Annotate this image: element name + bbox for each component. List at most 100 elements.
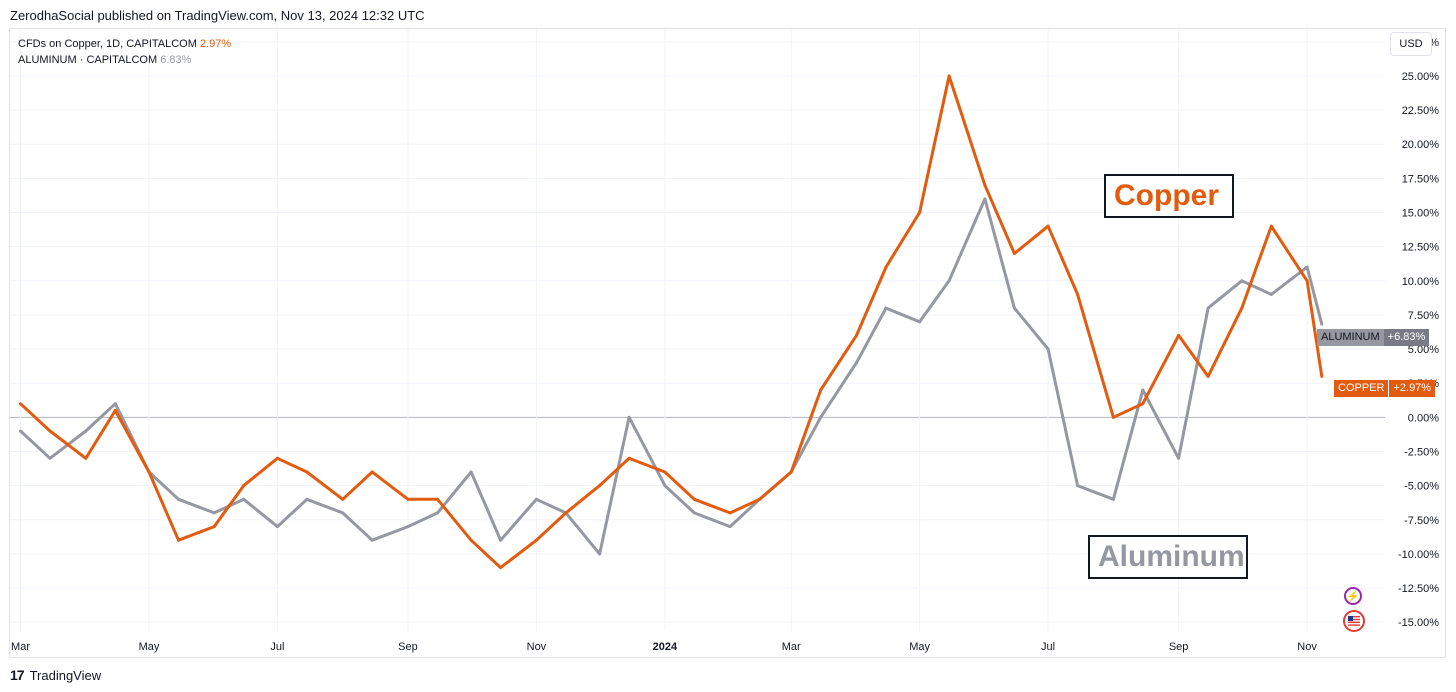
data-point-copper xyxy=(305,470,309,474)
data-point-copper xyxy=(884,265,888,269)
data-point-aluminum xyxy=(627,415,631,419)
data-point-aluminum xyxy=(176,497,180,501)
x-tick-label: 2024 xyxy=(653,641,678,653)
legend-copper-label: CFDs on Copper, 1D, CAPITALCOM xyxy=(18,38,197,50)
x-tick-label: Nov xyxy=(1297,641,1317,653)
footer-brand[interactable]: TradingView xyxy=(29,667,102,683)
data-point-copper xyxy=(1240,306,1244,310)
data-point-aluminum xyxy=(19,429,23,433)
data-point-aluminum xyxy=(370,538,374,542)
y-tick-label: 20.00% xyxy=(1402,139,1440,151)
y-tick-label: 12.50% xyxy=(1402,242,1440,254)
data-point-copper xyxy=(176,538,180,542)
currency-button[interactable]: USD xyxy=(1390,32,1432,56)
x-tick-label: Jul xyxy=(1041,641,1055,653)
data-point-copper xyxy=(789,470,793,474)
y-tick-label: 7.50% xyxy=(1408,310,1439,322)
data-point-copper xyxy=(84,456,88,460)
x-tick-label: Mar xyxy=(782,641,801,653)
data-point-aluminum xyxy=(1269,292,1273,296)
data-point-aluminum xyxy=(1141,388,1145,392)
data-point-copper xyxy=(692,497,696,501)
data-point-aluminum xyxy=(983,197,987,201)
us-flag-icon[interactable] xyxy=(1343,610,1365,632)
y-tick-label: 10.00% xyxy=(1402,276,1440,288)
data-point-copper xyxy=(341,497,345,501)
aluminum-price-tag: ALUMINUM +6.83% xyxy=(1317,329,1430,346)
legend-series-aluminum[interactable]: ALUMINUM · CAPITALCOM 6.83% xyxy=(18,52,231,68)
x-tick-label: Sep xyxy=(1169,641,1189,653)
data-point-copper xyxy=(19,402,23,406)
data-point-copper xyxy=(469,538,473,542)
y-tick-label: 25.00% xyxy=(1402,71,1440,83)
data-point-copper xyxy=(1046,224,1050,228)
chart-frame: 27.50%25.00%22.50%20.00%17.50%15.00%12.5… xyxy=(9,28,1446,658)
data-point-aluminum xyxy=(242,497,246,501)
chart-svg[interactable]: 27.50%25.00%22.50%20.00%17.50%15.00%12.5… xyxy=(10,29,1447,659)
y-tick-label: 0.00% xyxy=(1408,412,1439,424)
legend-aluminum-label: ALUMINUM · CAPITALCOM xyxy=(18,54,158,66)
legend-series-copper[interactable]: CFDs on Copper, 1D, CAPITALCOM 2.97% xyxy=(18,36,231,52)
copper-tag-name: COPPER xyxy=(1334,380,1389,397)
copper-price-tag: COPPER +2.97% xyxy=(1334,380,1436,397)
x-tick-label: Jul xyxy=(270,641,284,653)
data-point-aluminum xyxy=(884,306,888,310)
data-point-copper xyxy=(1111,415,1115,419)
tradingview-logo-icon[interactable]: 17 xyxy=(10,667,25,683)
data-point-copper xyxy=(1012,251,1016,255)
data-point-copper xyxy=(406,497,410,501)
data-point-copper xyxy=(1141,402,1145,406)
copper-annotation: Copper xyxy=(1104,174,1234,218)
copper-tag-value: +2.97% xyxy=(1388,380,1436,397)
data-point-aluminum xyxy=(48,456,52,460)
data-point-copper xyxy=(627,456,631,460)
data-point-aluminum xyxy=(113,402,117,406)
publisher-header: ZerodhaSocial published on TradingView.c… xyxy=(10,8,425,23)
data-point-copper xyxy=(499,566,503,570)
data-point-aluminum xyxy=(84,429,88,433)
footer: 17 TradingView xyxy=(10,667,101,683)
x-tick-label: May xyxy=(139,641,160,653)
data-point-copper xyxy=(564,511,568,515)
legend-copper-value: 2.97% xyxy=(199,38,232,50)
y-tick-label: -7.50% xyxy=(1404,515,1439,527)
data-point-copper xyxy=(534,538,538,542)
chart-legend: CFDs on Copper, 1D, CAPITALCOM 2.97% ALU… xyxy=(18,36,231,68)
data-point-aluminum xyxy=(1046,347,1050,351)
data-point-copper xyxy=(1305,279,1309,283)
data-point-aluminum xyxy=(275,525,279,529)
data-point-aluminum xyxy=(918,320,922,324)
data-point-aluminum xyxy=(469,470,473,474)
data-point-copper xyxy=(435,497,439,501)
x-tick-label: Nov xyxy=(527,641,547,653)
data-point-copper xyxy=(370,470,374,474)
data-point-copper xyxy=(212,525,216,529)
data-point-copper xyxy=(947,74,951,78)
data-point-copper xyxy=(758,497,762,501)
data-point-aluminum xyxy=(598,552,602,556)
data-point-copper xyxy=(918,211,922,215)
y-tick-label: -5.00% xyxy=(1404,481,1439,493)
data-point-aluminum xyxy=(1240,279,1244,283)
legend-aluminum-value: 6.83% xyxy=(160,54,192,66)
data-point-aluminum xyxy=(1076,484,1080,488)
aluminum-annotation: Aluminum xyxy=(1088,535,1248,579)
data-point-aluminum xyxy=(1305,265,1309,269)
x-tick-label: Sep xyxy=(398,641,418,653)
data-point-copper xyxy=(1206,374,1210,378)
data-point-aluminum xyxy=(499,538,503,542)
data-point-aluminum xyxy=(947,279,951,283)
data-point-copper xyxy=(242,484,246,488)
data-point-aluminum xyxy=(406,525,410,529)
aluminum-tag-name: ALUMINUM xyxy=(1317,329,1384,346)
x-tick-label: Mar xyxy=(11,641,30,653)
x-tick-label: May xyxy=(909,641,930,653)
data-point-aluminum xyxy=(341,511,345,515)
data-point-copper xyxy=(663,470,667,474)
data-point-aluminum xyxy=(1111,497,1115,501)
data-point-copper xyxy=(275,456,279,460)
data-point-copper xyxy=(854,333,858,337)
data-point-copper xyxy=(1320,374,1324,378)
y-tick-label: 5.00% xyxy=(1408,344,1439,356)
lightning-icon[interactable]: ⚡ xyxy=(1344,587,1362,605)
